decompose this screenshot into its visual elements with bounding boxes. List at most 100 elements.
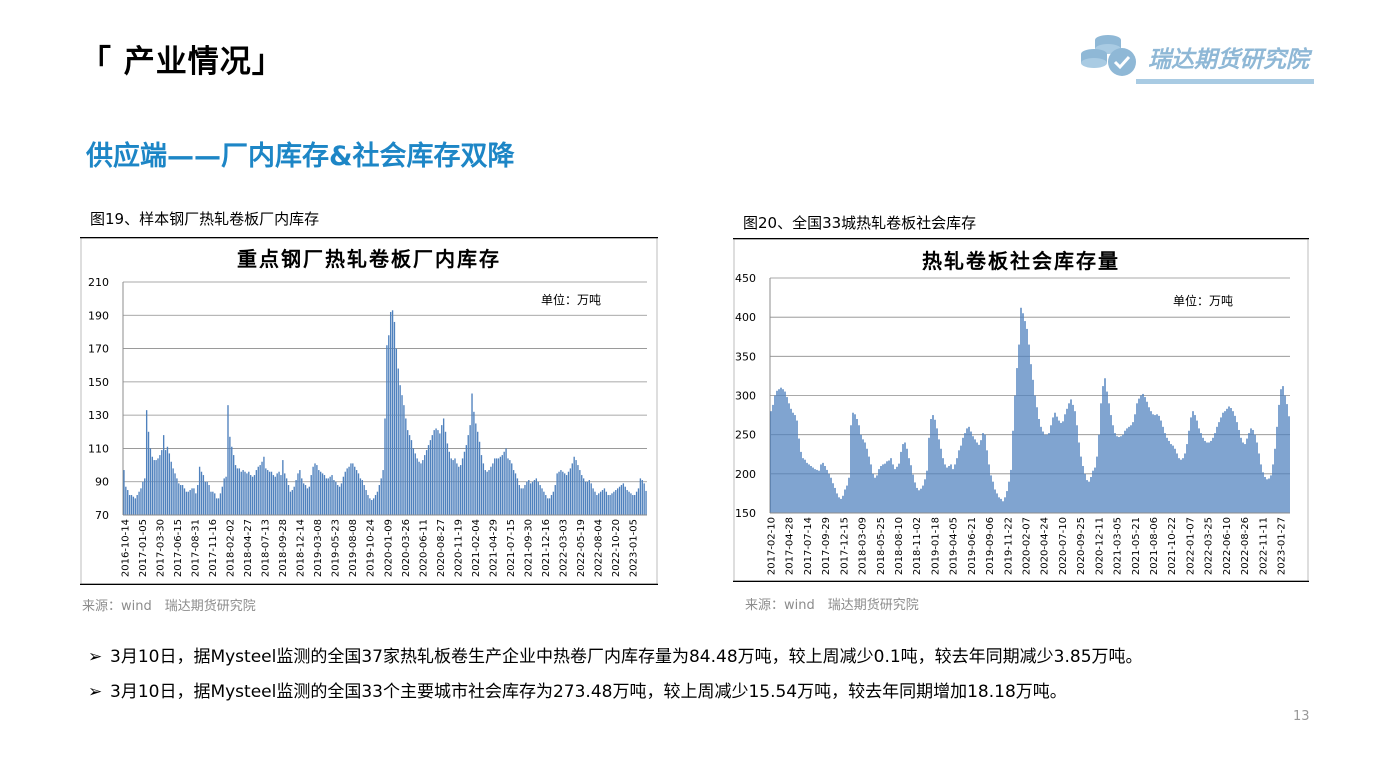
chart-title: 重点钢厂热轧卷板厂内库存 bbox=[237, 247, 501, 271]
bar bbox=[543, 491, 545, 515]
bar bbox=[236, 468, 239, 515]
bar bbox=[842, 495, 844, 513]
bar bbox=[830, 477, 832, 513]
bar bbox=[810, 466, 812, 513]
bar bbox=[1224, 411, 1226, 513]
bar bbox=[467, 435, 469, 515]
bar bbox=[1018, 344, 1020, 513]
bar bbox=[418, 461, 420, 515]
x-tick-label: 2022-06-10 bbox=[1222, 517, 1233, 575]
bar bbox=[1262, 472, 1264, 513]
x-tick-label: 2018-03-09 bbox=[858, 517, 869, 575]
bar bbox=[1140, 395, 1142, 513]
chart-frame bbox=[80, 237, 658, 585]
bar bbox=[164, 450, 167, 515]
bar bbox=[802, 458, 804, 513]
bar bbox=[1126, 428, 1128, 513]
bar bbox=[575, 460, 577, 515]
bar bbox=[215, 498, 218, 515]
bar bbox=[960, 445, 962, 513]
bar bbox=[772, 404, 774, 513]
x-tick-label: 2020-09-25 bbox=[1076, 517, 1087, 575]
bar bbox=[1056, 416, 1058, 513]
bar bbox=[645, 490, 647, 515]
bar bbox=[352, 463, 354, 515]
bar bbox=[1136, 403, 1138, 513]
bar bbox=[1154, 415, 1156, 513]
bar bbox=[1178, 458, 1180, 513]
x-tick-label: 2021-12-16 bbox=[541, 519, 552, 577]
bar bbox=[896, 466, 898, 513]
bar bbox=[166, 446, 169, 515]
bar bbox=[822, 462, 824, 513]
x-tick-label: 2022-01-07 bbox=[1185, 517, 1196, 575]
bar bbox=[287, 485, 290, 515]
bar bbox=[1120, 436, 1122, 513]
bar bbox=[850, 425, 852, 513]
bar bbox=[452, 460, 454, 515]
x-tick-label: 2020-12-11 bbox=[1094, 517, 1105, 575]
bar bbox=[1102, 386, 1104, 513]
bar bbox=[812, 467, 814, 513]
bar bbox=[354, 466, 356, 515]
bar bbox=[1198, 428, 1200, 513]
bar bbox=[1118, 437, 1120, 513]
bar bbox=[221, 486, 223, 515]
bar bbox=[259, 465, 261, 515]
x-tick-label: 2022-11-11 bbox=[1258, 517, 1269, 575]
bar bbox=[1284, 395, 1286, 513]
bar bbox=[524, 485, 526, 515]
bar bbox=[318, 470, 320, 515]
y-tick-label: 90 bbox=[95, 476, 109, 489]
bar bbox=[240, 471, 242, 515]
bar bbox=[367, 495, 369, 515]
bar bbox=[1248, 433, 1250, 513]
bar bbox=[1000, 498, 1002, 513]
x-tick-label: 2019-04-05 bbox=[949, 517, 960, 575]
bar bbox=[1190, 417, 1192, 513]
bar bbox=[565, 475, 568, 515]
x-tick-label: 2020-07-10 bbox=[1058, 517, 1069, 575]
bar bbox=[628, 491, 630, 515]
bar bbox=[181, 485, 184, 515]
bar bbox=[1282, 386, 1284, 513]
x-tick-label: 2022-05-19 bbox=[576, 519, 587, 577]
bar bbox=[1130, 425, 1132, 513]
bar bbox=[425, 450, 428, 515]
y-tick-label: 70 bbox=[95, 509, 109, 522]
bar bbox=[231, 446, 233, 515]
bar bbox=[944, 464, 946, 513]
bar bbox=[882, 464, 884, 513]
bar bbox=[1158, 415, 1160, 513]
x-tick-label: 2017-12-15 bbox=[839, 517, 850, 575]
bar bbox=[820, 464, 822, 513]
bar bbox=[894, 469, 896, 513]
bar bbox=[1002, 501, 1004, 513]
bar bbox=[788, 403, 790, 513]
bar bbox=[1094, 467, 1096, 513]
bar bbox=[503, 451, 505, 515]
bar bbox=[786, 397, 788, 513]
bar bbox=[255, 470, 258, 515]
bar bbox=[134, 498, 136, 515]
bar bbox=[998, 497, 1000, 513]
bar bbox=[1188, 430, 1190, 513]
x-tick-label: 2017-03-30 bbox=[156, 519, 167, 577]
y-tick-label: 400 bbox=[735, 311, 756, 324]
bar bbox=[512, 470, 515, 515]
bar bbox=[554, 485, 556, 515]
bar bbox=[278, 471, 280, 515]
bar bbox=[1206, 442, 1208, 513]
bar bbox=[501, 455, 503, 515]
bar bbox=[1100, 403, 1102, 513]
bar bbox=[212, 491, 214, 515]
bar bbox=[874, 477, 876, 513]
bar bbox=[1242, 442, 1244, 513]
bar bbox=[1058, 420, 1060, 513]
bar bbox=[267, 470, 269, 515]
bar bbox=[1128, 426, 1130, 513]
unit-label: 单位：万吨 bbox=[1173, 293, 1233, 308]
bar bbox=[424, 455, 426, 515]
bar bbox=[342, 476, 345, 515]
bar bbox=[461, 458, 464, 515]
